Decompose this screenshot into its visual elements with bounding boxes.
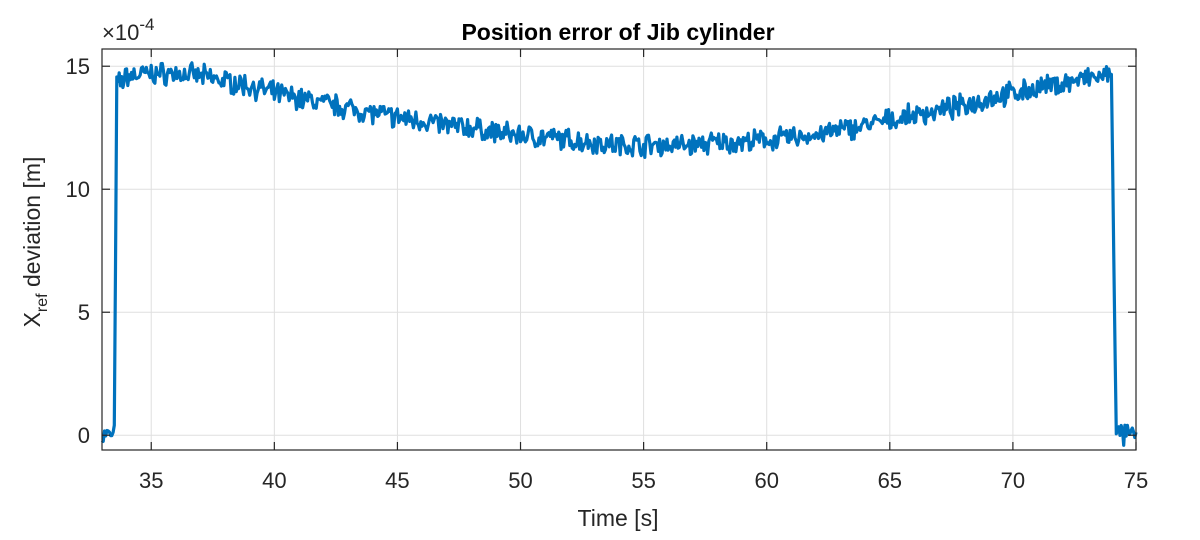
y-axis-label-subscript: ref — [34, 293, 51, 312]
y-tick-label: 15 — [66, 54, 90, 79]
y-exponent-power: -4 — [139, 15, 154, 34]
x-tick-label: 45 — [385, 468, 409, 493]
y-tick-label: 0 — [78, 423, 90, 448]
x-tick-label: 50 — [508, 468, 532, 493]
axis-ticks — [102, 49, 1137, 450]
y-exponent-base: ×10 — [102, 20, 139, 45]
y-exponent-label: ×10-4 — [102, 15, 154, 45]
x-tick-label: 70 — [1001, 468, 1025, 493]
y-axis-label-rest: deviation [m] — [19, 157, 45, 294]
x-tick-label: 65 — [878, 468, 902, 493]
x-axis-label: Time [s] — [578, 505, 659, 531]
series-layer — [100, 61, 1138, 447]
series-line — [100, 61, 1138, 447]
x-tick-label: 75 — [1124, 468, 1148, 493]
y-tick-label: 10 — [66, 177, 90, 202]
x-tick-labels: 35 40 45 50 55 60 65 70 75 — [139, 468, 1148, 493]
x-tick-label: 55 — [631, 468, 655, 493]
y-axis-label: Xref deviation [m] — [19, 157, 51, 328]
y-axis-label-main: X — [19, 312, 45, 327]
y-tick-label: 5 — [78, 300, 90, 325]
x-tick-label: 40 — [262, 468, 286, 493]
x-tick-label: 35 — [139, 468, 163, 493]
plot-frame — [101, 48, 1137, 451]
x-tick-label: 60 — [754, 468, 778, 493]
chart-title: Position error of Jib cylinder — [461, 19, 774, 45]
grid-lines — [102, 49, 1137, 450]
y-tick-labels: 0 5 10 15 — [66, 54, 90, 448]
